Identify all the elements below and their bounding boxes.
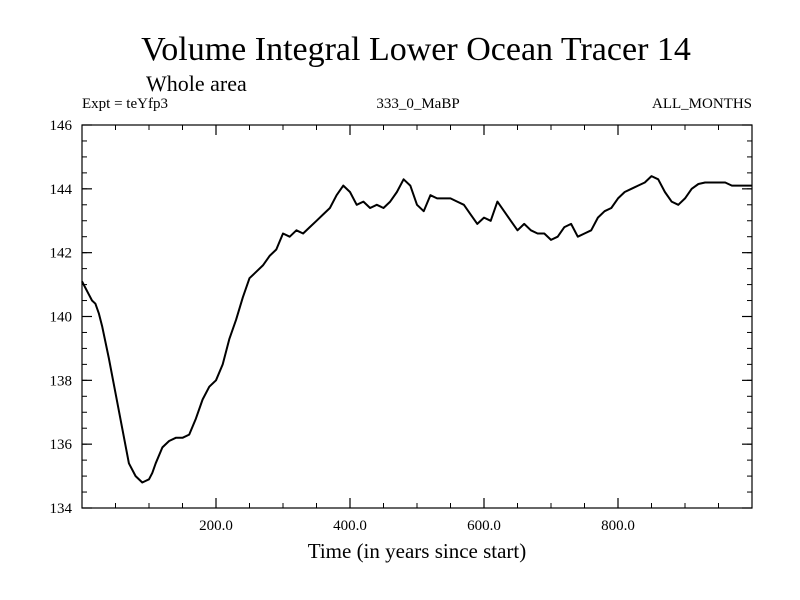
y-tick-label: 134 — [50, 501, 73, 517]
y-tick-label: 146 — [50, 118, 73, 134]
y-tick-label: 140 — [50, 310, 73, 326]
center-label: 333_0_MaBP — [376, 96, 459, 112]
x-axis-label: Time (in years since start) — [308, 539, 527, 563]
x-tick-label: 800.0 — [601, 518, 635, 534]
x-tick-label: 400.0 — [333, 518, 367, 534]
expt-label: Expt = teYfp3 — [82, 96, 168, 112]
chart-title: Volume Integral Lower Ocean Tracer 14 — [141, 31, 691, 68]
x-tick-label: 200.0 — [199, 518, 233, 534]
y-tick-label: 142 — [50, 246, 73, 262]
x-tick-label: 600.0 — [467, 518, 501, 534]
plot-area — [81, 175, 752, 484]
y-tick-label: 138 — [50, 373, 73, 389]
y-tick-label: 136 — [50, 437, 73, 453]
series-line — [81, 175, 752, 484]
y-tick-label: 144 — [50, 182, 73, 198]
plot-frame — [81, 124, 753, 509]
axes: 200.0 400.0 600.0 800.0 134 136 138 140 142 144 14… — [50, 118, 752, 534]
chart-subtitle: Whole area — [146, 71, 247, 96]
right-label: ALL_MONTHS — [652, 96, 752, 112]
